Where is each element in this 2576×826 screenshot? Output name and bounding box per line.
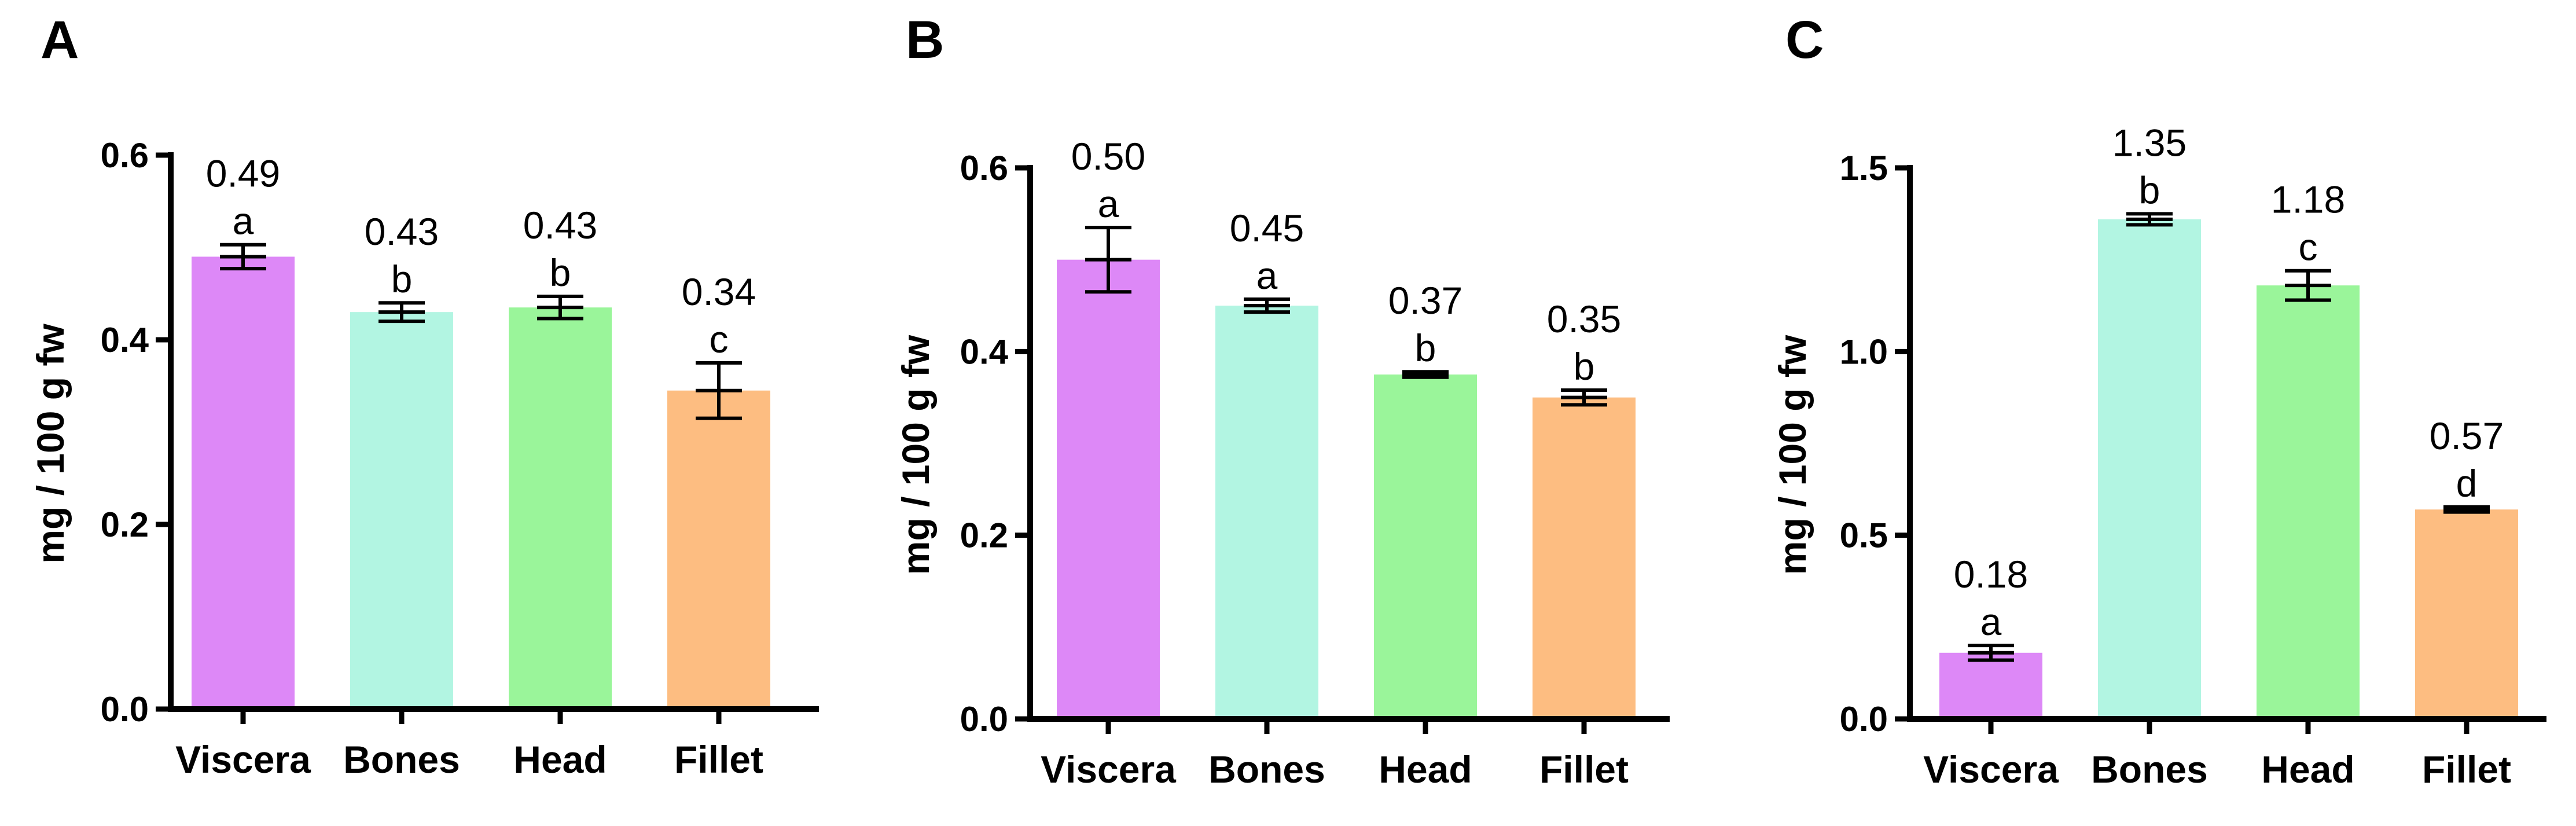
x-tick-label: Viscera <box>1923 748 2059 791</box>
bar-fillet <box>2415 509 2518 719</box>
data-label: 0.45 <box>1230 207 1304 249</box>
x-tick-label: Head <box>513 738 607 781</box>
data-label: 1.18 <box>2271 178 2345 221</box>
significance-letter: a <box>1980 600 2002 643</box>
y-tick-label: 1.5 <box>1840 149 1888 188</box>
significance-letter: b <box>1574 345 1595 388</box>
y-axis-label: mg / 100 g fw <box>29 324 72 564</box>
x-tick-label: Bones <box>343 738 460 781</box>
bar-fillet <box>1533 397 1636 719</box>
data-label: 0.49 <box>206 152 280 195</box>
significance-letter: b <box>1415 326 1436 369</box>
data-label: 0.34 <box>682 270 756 313</box>
panel-label: B <box>906 10 944 69</box>
bar-viscera <box>1939 652 2042 719</box>
significance-letter: a <box>233 200 254 243</box>
y-tick-label: 0.4 <box>960 332 1009 371</box>
y-tick-label: 0.0 <box>101 690 149 729</box>
data-label: 0.43 <box>365 210 439 253</box>
bar-head <box>1374 375 1477 719</box>
chart-panel-c: Cmg / 100 g fw a0.18 Viscera b1.35 Bones c 1.1… <box>1771 10 2546 791</box>
y-tick-label: 0.0 <box>960 700 1008 739</box>
data-label: 0.37 <box>1388 279 1462 322</box>
significance-letter: b <box>391 258 413 300</box>
significance-letter: b <box>2139 168 2160 211</box>
y-tick-label: 0.6 <box>101 136 149 175</box>
bar-bones <box>350 312 453 709</box>
x-tick-label: Head <box>2261 748 2354 791</box>
y-tick-label: 0.5 <box>1840 516 1888 555</box>
bar-fillet <box>667 390 770 709</box>
data-label: 0.50 <box>1071 135 1145 178</box>
x-tick-label: Fillet <box>1539 748 1629 791</box>
significance-letter: a <box>1098 182 1119 225</box>
bar-bones <box>1215 306 1318 719</box>
y-tick-label: 0.6 <box>960 149 1008 188</box>
bar-head <box>509 307 612 709</box>
y-tick-label: 0.0 <box>1840 700 1888 739</box>
bar-viscera <box>192 256 295 709</box>
y-axis-label: mg / 100 g fw <box>894 335 937 575</box>
data-label: 0.57 <box>2430 414 2504 457</box>
x-tick-label: Viscera <box>175 738 311 781</box>
significance-letter: b <box>550 251 571 294</box>
x-tick-label: Fillet <box>674 738 763 781</box>
y-tick-label: 0.2 <box>960 516 1008 555</box>
data-label: 0.35 <box>1547 298 1621 340</box>
chart-panel-a: Amg / 100 g fwa0.49Viscerab0.43Bonesb0.4… <box>29 10 819 781</box>
x-tick-label: Viscera <box>1041 748 1177 791</box>
y-tick-label: 0.2 <box>101 505 149 544</box>
chart-panel-b: Bmg / 100 g fwa0.50Visceraa0.45Bonesb0.3… <box>894 10 1670 791</box>
significance-letter: c <box>2299 226 2318 269</box>
panel-label: C <box>1785 10 1824 69</box>
y-tick-label: 1.0 <box>1840 332 1888 371</box>
y-tick-label: 0.4 <box>101 321 149 359</box>
x-tick-label: Bones <box>1208 748 1325 791</box>
x-tick-label: Head <box>1379 748 1472 791</box>
significance-letter: d <box>2456 462 2478 505</box>
data-label: 1.35 <box>2112 121 2187 164</box>
bar-viscera <box>1057 259 1160 719</box>
y-axis-label: mg / 100 g fw <box>1771 335 1814 575</box>
significance-letter: c <box>710 318 729 361</box>
data-label: 0.18 <box>1954 553 2028 596</box>
x-tick-label: Fillet <box>2422 748 2511 791</box>
x-tick-label: Bones <box>2091 748 2208 791</box>
panel-label: A <box>41 10 79 69</box>
bar-head <box>2257 285 2360 719</box>
data-label: 0.43 <box>523 204 597 247</box>
significance-letter: a <box>1256 254 1278 297</box>
bar-bones <box>2098 219 2201 719</box>
